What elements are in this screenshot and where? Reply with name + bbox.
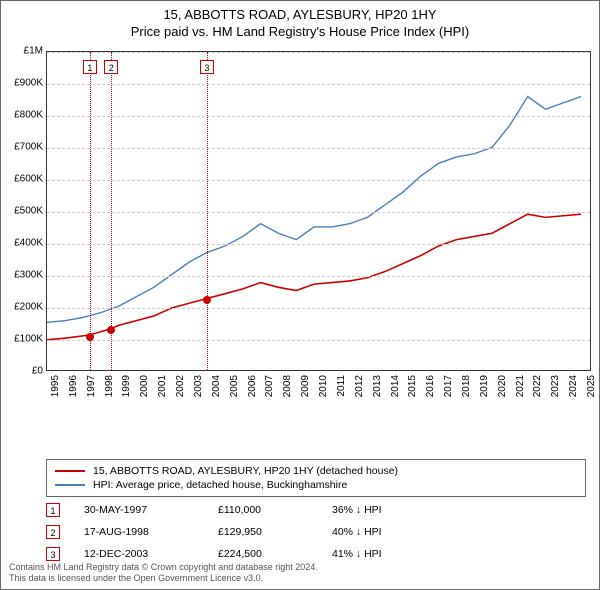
x-tick-label: 2020 <box>497 375 508 397</box>
marker-table-row: 3 12-DEC-2003 £224,500 41% ↓ HPI <box>46 545 442 563</box>
x-tick-label: 2008 <box>282 375 293 397</box>
marker-number-box: 3 <box>200 60 214 74</box>
x-tick-label: 2015 <box>407 375 418 397</box>
y-tick-label: £700K <box>3 142 43 153</box>
legend-swatch <box>55 484 85 486</box>
x-tick-label: 2014 <box>390 375 401 397</box>
x-tick-label: 2011 <box>336 375 347 397</box>
marker-table-row: 2 17-AUG-1998 £129,950 40% ↓ HPI <box>46 523 442 541</box>
x-tick-label: 2004 <box>211 375 222 397</box>
marker-table-num: 3 <box>46 547 60 561</box>
marker-table-date: 17-AUG-1998 <box>84 526 194 538</box>
y-tick-label: £600K <box>3 174 43 185</box>
gridline <box>47 84 590 85</box>
x-tick-label: 1998 <box>104 375 115 397</box>
x-tick-label: 2019 <box>479 375 490 397</box>
x-tick-label: 1999 <box>121 375 132 397</box>
x-tick-label: 2018 <box>461 375 472 397</box>
sale-point-dot <box>107 326 115 334</box>
x-tick-label: 2013 <box>372 375 383 397</box>
marker-table-diff: 41% ↓ HPI <box>332 548 442 560</box>
footnote: Contains HM Land Registry data © Crown c… <box>9 562 591 585</box>
marker-table-price: £129,950 <box>218 526 308 538</box>
marker-table-num: 2 <box>46 525 60 539</box>
chart-lines <box>47 52 590 370</box>
chart-wrap: £0 £100K £200K £300K £400K £500K £600K £700K £80… <box>1 43 600 423</box>
x-tick-label: 2007 <box>264 375 275 397</box>
x-tick-label: 2000 <box>139 375 150 397</box>
marker-number-box: 1 <box>83 60 97 74</box>
y-tick-label: £100K <box>3 334 43 345</box>
y-tick-label: £1M <box>3 46 43 57</box>
gridline <box>47 52 590 53</box>
x-tick-label: 2023 <box>550 375 561 397</box>
footnote-line-2: This data is licensed under the Open Gov… <box>9 573 591 585</box>
marker-number-box: 2 <box>104 60 118 74</box>
x-tick-label: 2016 <box>425 375 436 397</box>
gridline <box>47 116 590 117</box>
y-tick-label: £0 <box>3 366 43 377</box>
x-tick-label: 1997 <box>86 375 97 397</box>
x-tick-label: 2022 <box>532 375 543 397</box>
marker-table-price: £224,500 <box>218 548 308 560</box>
gridline <box>47 308 590 309</box>
title-area: 15, ABBOTTS ROAD, AYLESBURY, HP20 1HY Pr… <box>1 1 599 41</box>
footnote-line-1: Contains HM Land Registry data © Crown c… <box>9 562 591 574</box>
x-tick-label: 2005 <box>229 375 240 397</box>
series-hpi <box>47 97 581 323</box>
y-tick-label: £800K <box>3 110 43 121</box>
x-tick-label: 2021 <box>515 375 526 397</box>
sale-point-dot <box>203 296 211 304</box>
gridline <box>47 340 590 341</box>
x-tick-label: 2012 <box>354 375 365 397</box>
legend-swatch <box>55 470 85 472</box>
markers-table: 1 30-MAY-1997 £110,000 36% ↓ HPI 2 17-AUG-199… <box>46 501 442 567</box>
legend-box: 15, ABBOTTS ROAD, AYLESBURY, HP20 1HY (d… <box>46 459 586 497</box>
plot-area: 12 3 <box>46 51 591 371</box>
x-tick-label: 2001 <box>157 375 168 397</box>
title-line-2: Price paid vs. HM Land Registry's House … <box>1 24 599 39</box>
sale-point-dot <box>86 333 94 341</box>
marker-table-price: £110,000 <box>218 504 308 516</box>
marker-table-date: 30-MAY-1997 <box>84 504 194 516</box>
marker-table-diff: 40% ↓ HPI <box>332 526 442 538</box>
x-tick-label: 2003 <box>193 375 204 397</box>
chart-container: 15, ABBOTTS ROAD, AYLESBURY, HP20 1HY Pr… <box>0 0 600 590</box>
x-tick-label: 2017 <box>443 375 454 397</box>
y-tick-label: £300K <box>3 270 43 281</box>
gridline <box>47 180 590 181</box>
legend-row: HPI: Average price, detached house, Buck… <box>55 478 577 492</box>
x-tick-label: 1996 <box>68 375 79 397</box>
title-line-1: 15, ABBOTTS ROAD, AYLESBURY, HP20 1HY <box>1 7 599 22</box>
y-tick-label: £200K <box>3 302 43 313</box>
y-tick-label: £400K <box>3 238 43 249</box>
x-tick-label: 2025 <box>586 375 597 397</box>
marker-table-row: 1 30-MAY-1997 £110,000 36% ↓ HPI <box>46 501 442 519</box>
y-tick-label: £500K <box>3 206 43 217</box>
vertical-marker <box>111 52 112 370</box>
x-tick-label: 2024 <box>568 375 579 397</box>
x-tick-label: 1995 <box>50 375 61 397</box>
x-tick-label: 2002 <box>175 375 186 397</box>
legend-row: 15, ABBOTTS ROAD, AYLESBURY, HP20 1HY (d… <box>55 464 577 478</box>
x-tick-label: 2010 <box>318 375 329 397</box>
marker-table-num: 1 <box>46 503 60 517</box>
x-tick-label: 2009 <box>300 375 311 397</box>
gridline <box>47 276 590 277</box>
y-tick-label: £900K <box>3 78 43 89</box>
vertical-marker <box>207 52 208 370</box>
vertical-marker <box>90 52 91 370</box>
legend-label: 15, ABBOTTS ROAD, AYLESBURY, HP20 1HY (d… <box>93 465 398 477</box>
x-tick-label: 2006 <box>247 375 258 397</box>
marker-table-diff: 36% ↓ HPI <box>332 504 442 516</box>
gridline <box>47 244 590 245</box>
marker-table-date: 12-DEC-2003 <box>84 548 194 560</box>
legend-label: HPI: Average price, detached house, Buck… <box>93 479 347 491</box>
gridline <box>47 148 590 149</box>
gridline <box>47 212 590 213</box>
